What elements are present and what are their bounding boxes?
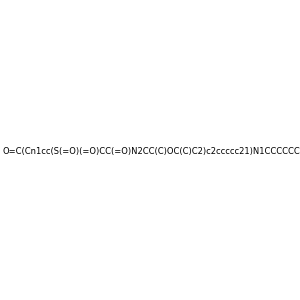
Text: O=C(Cn1cc(S(=O)(=O)CC(=O)N2CC(C)OC(C)C2)c2ccccc21)N1CCCCCC1: O=C(Cn1cc(S(=O)(=O)CC(=O)N2CC(C)OC(C)C2)… [2, 147, 300, 156]
